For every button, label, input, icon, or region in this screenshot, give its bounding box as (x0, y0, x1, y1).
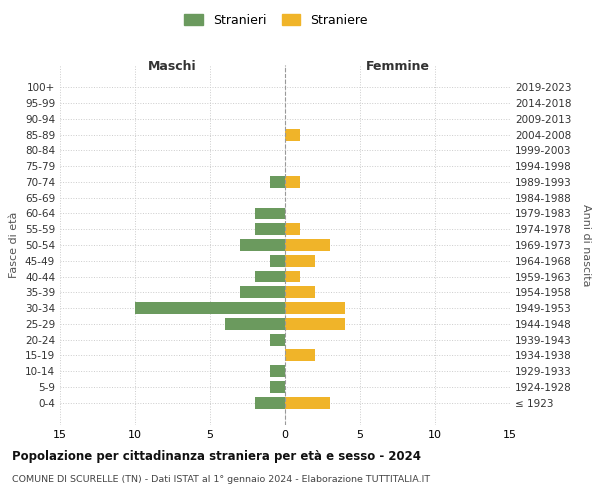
Bar (255, 270, 285, 282)
Bar (225, 318, 285, 330)
Bar (255, 397, 285, 408)
Text: Femmine: Femmine (365, 60, 430, 73)
Bar (270, 255, 285, 266)
Bar (285, 270, 300, 282)
Bar (270, 176, 285, 188)
Y-axis label: Fasce di età: Fasce di età (10, 212, 19, 278)
Bar (285, 128, 300, 140)
Bar (285, 350, 315, 362)
Bar (255, 224, 285, 235)
Bar (240, 239, 285, 251)
Bar (285, 302, 345, 314)
Bar (270, 334, 285, 345)
Bar (285, 176, 300, 188)
Text: Popolazione per cittadinanza straniera per età e sesso - 2024: Popolazione per cittadinanza straniera p… (12, 450, 421, 463)
Legend: Stranieri, Straniere: Stranieri, Straniere (179, 8, 373, 32)
Text: Maschi: Maschi (148, 60, 197, 73)
Bar (285, 239, 330, 251)
Y-axis label: Anni di nascita: Anni di nascita (581, 204, 591, 286)
Bar (285, 255, 315, 266)
Bar (270, 366, 285, 377)
Bar (285, 318, 345, 330)
Bar (285, 224, 300, 235)
Bar (285, 397, 330, 408)
Bar (255, 208, 285, 220)
Bar (270, 381, 285, 393)
Bar (285, 286, 315, 298)
Bar (135, 302, 285, 314)
Bar (240, 286, 285, 298)
Text: COMUNE DI SCURELLE (TN) - Dati ISTAT al 1° gennaio 2024 - Elaborazione TUTTITALI: COMUNE DI SCURELLE (TN) - Dati ISTAT al … (12, 475, 430, 484)
